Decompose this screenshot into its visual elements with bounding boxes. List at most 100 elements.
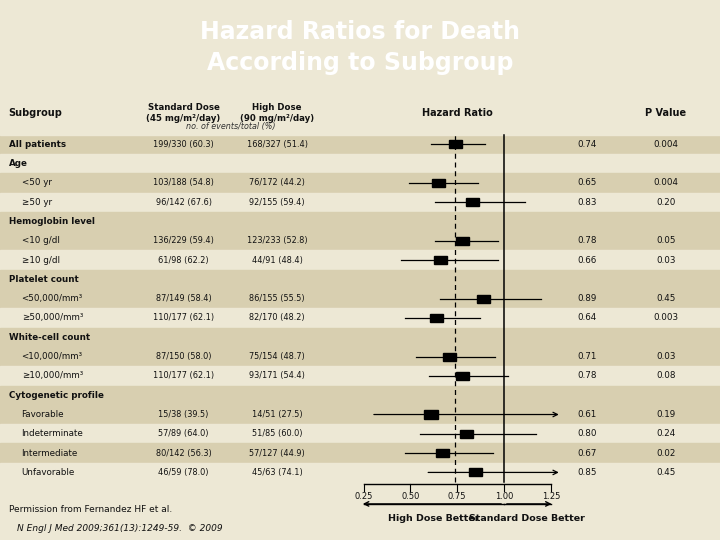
Text: 1.00: 1.00: [495, 492, 513, 501]
Bar: [0, 212, 720, 231]
Text: 0.83: 0.83: [577, 198, 597, 207]
Text: ≥10 g/dl: ≥10 g/dl: [22, 255, 60, 265]
Text: Subgroup: Subgroup: [9, 107, 63, 118]
Text: 0.45: 0.45: [657, 468, 675, 477]
Text: 110/177 (62.1): 110/177 (62.1): [153, 372, 214, 380]
Text: 57/89 (64.0): 57/89 (64.0): [158, 429, 209, 438]
Bar: [456, 237, 469, 245]
Text: 0.25: 0.25: [354, 492, 373, 501]
Bar: [449, 140, 462, 148]
Text: Hemoglobin level: Hemoglobin level: [9, 217, 94, 226]
Text: 0.24: 0.24: [657, 429, 675, 438]
Text: Indeterminate: Indeterminate: [22, 429, 84, 438]
Text: Intermediate: Intermediate: [22, 449, 78, 457]
Bar: [444, 353, 456, 361]
Text: 0.004: 0.004: [654, 140, 678, 149]
Bar: [0, 386, 720, 405]
Text: 51/85 (60.0): 51/85 (60.0): [252, 429, 302, 438]
Text: 93/171 (54.4): 93/171 (54.4): [249, 372, 305, 380]
Bar: [0, 289, 720, 308]
Text: N Engl J Med 2009;361(13):1249-59.  © 2009: N Engl J Med 2009;361(13):1249-59. © 200…: [17, 524, 223, 534]
Bar: [456, 372, 469, 380]
Bar: [0, 192, 720, 212]
Bar: [0, 463, 720, 482]
Text: Unfavorable: Unfavorable: [22, 468, 75, 477]
Text: 168/327 (51.4): 168/327 (51.4): [247, 140, 307, 149]
Bar: [0, 308, 720, 328]
Text: 110/177 (62.1): 110/177 (62.1): [153, 314, 214, 322]
Text: 123/233 (52.8): 123/233 (52.8): [247, 237, 307, 245]
Bar: [0, 270, 720, 289]
Text: 44/91 (48.4): 44/91 (48.4): [252, 255, 302, 265]
Bar: [0, 405, 720, 424]
Text: 87/149 (58.4): 87/149 (58.4): [156, 294, 212, 303]
Text: 86/155 (55.5): 86/155 (55.5): [249, 294, 305, 303]
Text: 45/63 (74.1): 45/63 (74.1): [252, 468, 302, 477]
Text: 0.19: 0.19: [657, 410, 675, 419]
Text: 61/98 (62.2): 61/98 (62.2): [158, 255, 209, 265]
Text: Platelet count: Platelet count: [9, 275, 78, 284]
Text: 0.003: 0.003: [654, 314, 678, 322]
Text: 96/142 (67.6): 96/142 (67.6): [156, 198, 212, 207]
Text: <10,000/mm³: <10,000/mm³: [22, 352, 83, 361]
Text: <10 g/dl: <10 g/dl: [22, 237, 60, 245]
Text: 103/188 (54.8): 103/188 (54.8): [153, 178, 214, 187]
Text: 87/150 (58.0): 87/150 (58.0): [156, 352, 212, 361]
Text: <50 yr: <50 yr: [22, 178, 52, 187]
Text: ≥50,000/mm³: ≥50,000/mm³: [22, 314, 83, 322]
Text: 1.25: 1.25: [541, 492, 560, 501]
Text: Cytogenetic profile: Cytogenetic profile: [9, 391, 104, 400]
Bar: [0, 231, 720, 251]
Text: 0.85: 0.85: [577, 468, 597, 477]
Bar: [466, 198, 479, 206]
Text: 0.66: 0.66: [577, 255, 596, 265]
Text: Favorable: Favorable: [22, 410, 64, 419]
Text: 0.64: 0.64: [577, 314, 596, 322]
Text: 46/59 (78.0): 46/59 (78.0): [158, 468, 209, 477]
Text: All patients: All patients: [9, 140, 66, 149]
Text: 0.80: 0.80: [577, 429, 597, 438]
Text: Age: Age: [9, 159, 27, 168]
Text: 92/155 (59.4): 92/155 (59.4): [249, 198, 305, 207]
Text: P Value: P Value: [645, 107, 687, 118]
Text: White-cell count: White-cell count: [9, 333, 90, 342]
Text: 0.004: 0.004: [654, 178, 678, 187]
Text: 15/38 (39.5): 15/38 (39.5): [158, 410, 209, 419]
Text: 0.75: 0.75: [448, 492, 467, 501]
Bar: [0, 134, 720, 154]
Text: High Dose Better: High Dose Better: [388, 514, 480, 523]
Text: 0.78: 0.78: [577, 372, 597, 380]
Text: 80/142 (56.3): 80/142 (56.3): [156, 449, 212, 457]
Text: 0.45: 0.45: [657, 294, 675, 303]
Bar: [0, 347, 720, 366]
Bar: [0, 251, 720, 270]
Text: no. of events/total (%): no. of events/total (%): [186, 122, 275, 131]
Text: 0.71: 0.71: [577, 352, 596, 361]
Text: 0.50: 0.50: [401, 492, 420, 501]
Text: High Dose
(90 mg/m²/day): High Dose (90 mg/m²/day): [240, 103, 314, 123]
Text: 75/154 (48.7): 75/154 (48.7): [249, 352, 305, 361]
Text: 0.02: 0.02: [657, 449, 675, 457]
Text: ≥10,000/mm³: ≥10,000/mm³: [22, 372, 83, 380]
Text: 0.65: 0.65: [577, 178, 596, 187]
Text: 136/229 (59.4): 136/229 (59.4): [153, 237, 214, 245]
Text: Hazard Ratios for Death
According to Subgroup: Hazard Ratios for Death According to Sub…: [200, 20, 520, 75]
Text: 0.03: 0.03: [656, 352, 676, 361]
Bar: [432, 179, 445, 187]
Text: Permission from Fernandez HF et al.: Permission from Fernandez HF et al.: [9, 505, 172, 514]
Bar: [0, 424, 720, 443]
Text: 57/127 (44.9): 57/127 (44.9): [249, 449, 305, 457]
Text: ≥50 yr: ≥50 yr: [22, 198, 52, 207]
Text: 0.03: 0.03: [656, 255, 676, 265]
Bar: [469, 468, 482, 476]
Text: Standard Dose Better: Standard Dose Better: [469, 514, 585, 523]
Text: Hazard Ratio: Hazard Ratio: [422, 107, 492, 118]
Bar: [0, 366, 720, 386]
Text: 14/51 (27.5): 14/51 (27.5): [252, 410, 302, 419]
Text: 0.78: 0.78: [577, 237, 597, 245]
Text: 0.89: 0.89: [577, 294, 596, 303]
Bar: [430, 314, 444, 322]
Bar: [433, 256, 447, 264]
Bar: [0, 154, 720, 173]
Bar: [460, 430, 473, 438]
